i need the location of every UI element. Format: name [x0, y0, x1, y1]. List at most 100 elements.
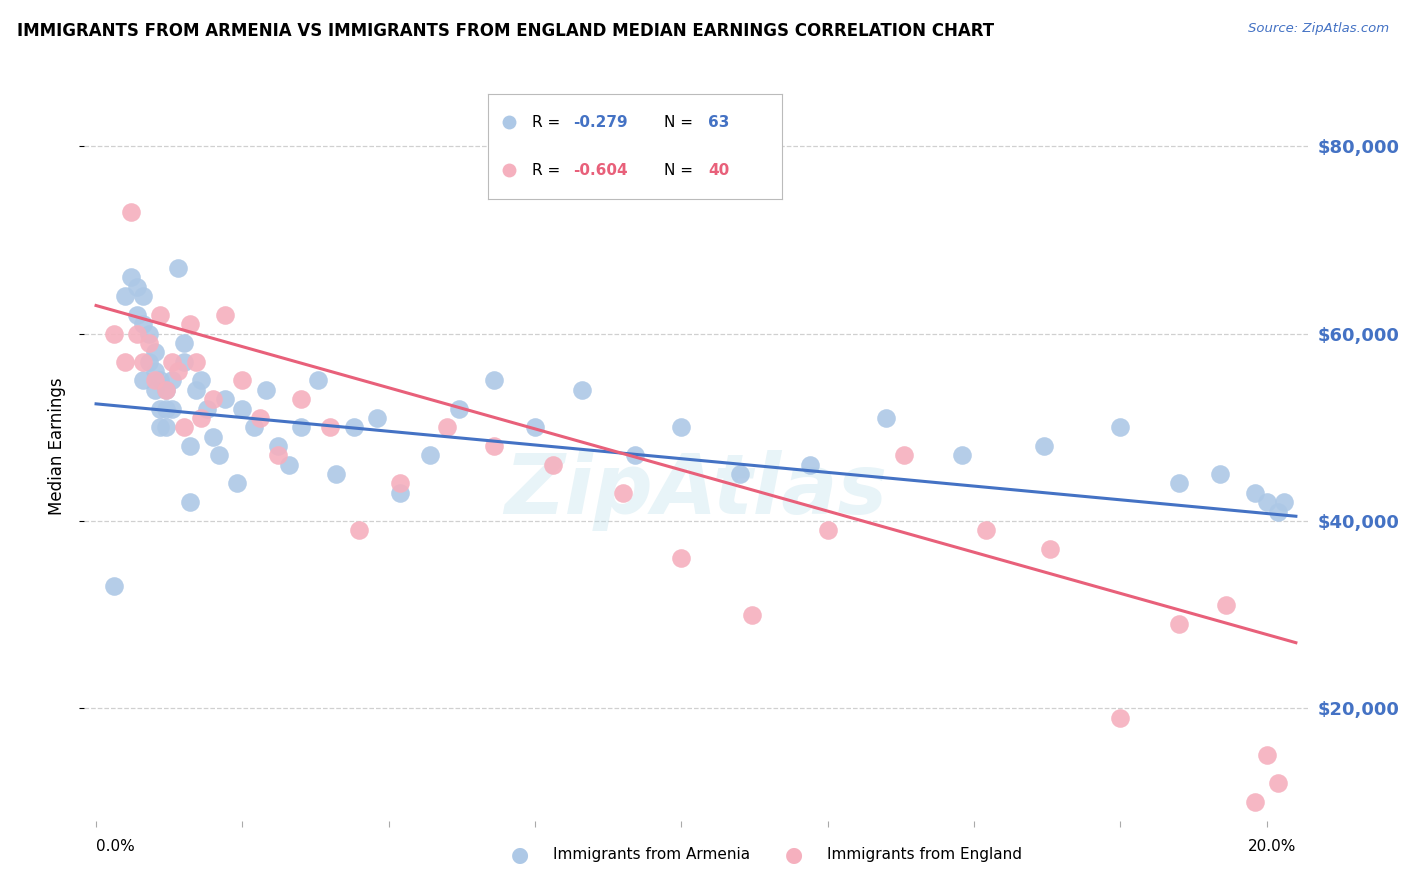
Point	[1244, 486, 1267, 500]
Point	[155, 420, 177, 434]
Point	[243, 420, 266, 434]
Point	[389, 486, 412, 500]
Point	[447, 401, 470, 416]
Point	[155, 383, 177, 397]
Point	[167, 261, 190, 276]
Point	[173, 336, 195, 351]
Point	[541, 458, 564, 472]
Text: Immigrants from Armenia: Immigrants from Armenia	[553, 847, 749, 862]
Point	[436, 420, 458, 434]
Text: ZipAtlas: ZipAtlas	[505, 450, 887, 532]
Text: ●: ●	[512, 845, 529, 864]
Point	[875, 411, 897, 425]
Point	[125, 308, 148, 322]
Point	[184, 355, 207, 369]
Point	[308, 374, 330, 388]
Point	[1033, 439, 1056, 453]
Point	[184, 383, 207, 397]
Point	[419, 449, 441, 463]
Point	[202, 430, 225, 444]
Point	[1267, 505, 1289, 519]
Point	[149, 420, 172, 434]
Point	[160, 374, 183, 388]
Point	[950, 449, 973, 463]
Point	[325, 467, 347, 482]
Point	[190, 374, 212, 388]
Point	[179, 439, 201, 453]
Point	[132, 318, 155, 332]
Point	[179, 495, 201, 509]
Point	[389, 476, 412, 491]
Text: Immigrants from England: Immigrants from England	[827, 847, 1022, 862]
Point	[266, 449, 288, 463]
Point	[893, 449, 915, 463]
Point	[1256, 747, 1278, 762]
Point	[214, 392, 236, 407]
Point	[138, 326, 160, 341]
Point	[249, 411, 271, 425]
Text: Source: ZipAtlas.com: Source: ZipAtlas.com	[1249, 22, 1389, 36]
Point	[155, 401, 177, 416]
Point	[254, 383, 277, 397]
Point	[1272, 495, 1295, 509]
Text: IMMIGRANTS FROM ARMENIA VS IMMIGRANTS FROM ENGLAND MEDIAN EARNINGS CORRELATION C: IMMIGRANTS FROM ARMENIA VS IMMIGRANTS FR…	[17, 22, 994, 40]
Point	[173, 420, 195, 434]
Text: 20.0%: 20.0%	[1247, 839, 1296, 855]
Point	[671, 420, 693, 434]
Point	[1039, 542, 1062, 557]
Point	[524, 420, 547, 434]
Point	[103, 326, 125, 341]
Point	[120, 270, 142, 285]
Point	[1209, 467, 1232, 482]
Point	[132, 374, 155, 388]
Point	[149, 374, 172, 388]
Point	[278, 458, 301, 472]
Point	[231, 401, 253, 416]
Point	[143, 345, 166, 359]
Point	[482, 374, 505, 388]
Point	[974, 523, 997, 537]
Point	[349, 523, 371, 537]
Text: 0.0%: 0.0%	[96, 839, 135, 855]
Point	[1109, 710, 1132, 724]
Point	[114, 355, 136, 369]
Point	[190, 411, 212, 425]
Point	[214, 308, 236, 322]
Point	[138, 355, 160, 369]
Point	[266, 439, 288, 453]
Point	[143, 364, 166, 378]
Point	[208, 449, 231, 463]
Point	[195, 401, 218, 416]
Point	[231, 374, 253, 388]
Point	[149, 308, 172, 322]
Point	[1267, 776, 1289, 790]
Point	[225, 476, 247, 491]
Point	[290, 392, 312, 407]
Point	[342, 420, 364, 434]
Point	[1256, 495, 1278, 509]
Point	[1215, 599, 1237, 613]
Point	[319, 420, 342, 434]
Point	[741, 607, 763, 622]
Point	[623, 449, 645, 463]
Point	[138, 336, 160, 351]
Point	[482, 439, 505, 453]
Point	[728, 467, 751, 482]
Point	[114, 289, 136, 303]
Point	[155, 383, 177, 397]
Point	[366, 411, 388, 425]
Point	[612, 486, 634, 500]
Point	[125, 326, 148, 341]
Point	[179, 318, 201, 332]
Point	[1167, 617, 1189, 632]
Text: ●: ●	[786, 845, 803, 864]
Point	[173, 355, 195, 369]
Point	[1109, 420, 1132, 434]
Point	[571, 383, 593, 397]
Point	[1167, 476, 1189, 491]
Y-axis label: Median Earnings: Median Earnings	[48, 377, 66, 515]
Point	[671, 551, 693, 566]
Point	[132, 289, 155, 303]
Point	[167, 364, 190, 378]
Point	[817, 523, 839, 537]
